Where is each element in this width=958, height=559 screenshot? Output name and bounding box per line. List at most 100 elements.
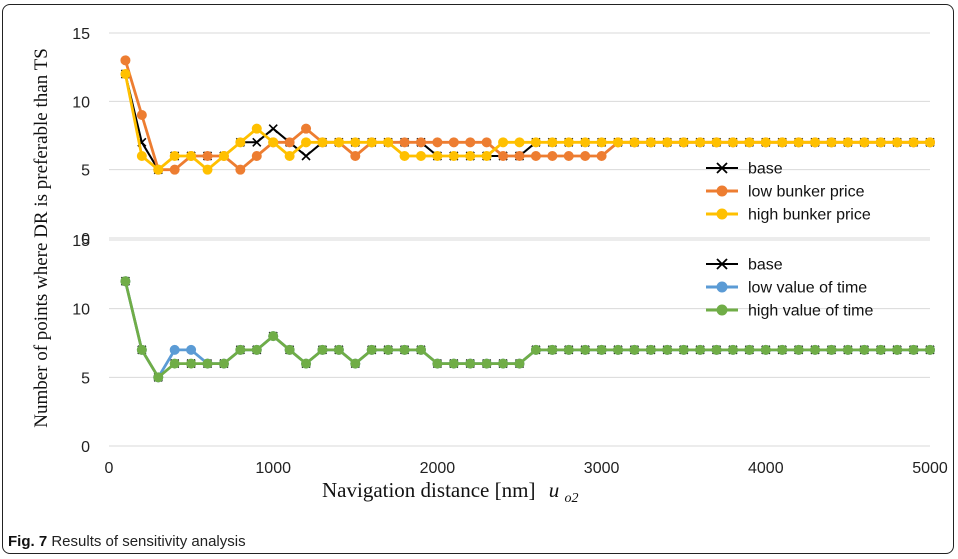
data-point-0-2-6 [218,151,229,161]
data-point-1-2-4 [186,358,197,369]
data-point-0-2-12 [317,137,328,148]
data-point-0-1-28 [580,151,591,161]
data-point-1-2-33 [662,344,673,355]
data-point-1-2-43 [826,344,837,355]
x-axis-symbol: u [549,478,560,502]
data-point-0-2-22 [481,151,492,161]
legend-marker-1-0 [716,258,728,270]
data-point-0-1-1 [136,110,147,120]
data-point-0-2-46 [875,137,886,148]
data-point-1-2-34 [678,344,689,355]
data-point-0-2-2 [153,164,164,175]
data-point-1-2-10 [284,344,295,355]
data-point-1-2-18 [415,344,426,355]
series-0-0 [120,69,935,175]
data-point-0-1-7 [235,164,246,175]
data-point-1-2-23 [498,358,509,369]
data-point-0-2-14 [350,137,361,148]
legend-entry-1-1: low value of time [706,280,867,297]
series-1-2 [120,276,935,383]
caption-label: Fig. 7 [8,533,48,550]
data-point-1-2-11 [301,358,312,369]
data-point-0-2-47 [892,137,903,148]
data-point-0-2-18 [415,151,426,161]
data-point-0-2-5 [202,164,213,175]
legend-entry-1-0: base [706,257,783,274]
data-point-0-1-22 [481,137,492,148]
data-point-1-2-45 [859,344,870,355]
data-point-1-2-37 [727,344,738,355]
data-point-1-2-32 [645,344,656,355]
data-point-1-2-21 [465,358,476,369]
y-tick-label-0-2: 10 [72,94,90,111]
data-point-0-2-35 [695,137,706,148]
legend-entry-0-2: high bunker price [706,207,871,224]
data-point-0-2-4 [186,151,197,161]
x-tick-label-2: 2000 [420,460,456,477]
series-0-1 [120,55,935,175]
data-point-0-2-49 [925,137,935,148]
data-point-0-2-17 [399,151,410,161]
data-point-0-0-9 [268,124,278,134]
data-point-0-1-14 [350,151,361,161]
x-tick-label-4: 4000 [748,460,784,477]
data-point-1-2-3 [169,358,180,369]
y-tick-label-0-3: 15 [72,26,90,43]
legend-marker-0-0 [716,162,728,174]
data-point-1-2-47 [892,344,903,355]
data-point-0-2-16 [383,137,394,148]
data-point-1-2-29 [596,344,607,355]
data-point-1-2-30 [613,344,624,355]
data-point-0-1-17 [399,137,410,148]
data-point-0-2-7 [235,137,246,148]
legend-label-0-1: low bunker price [748,184,865,201]
data-point-1-2-27 [563,344,574,355]
y-tick-label-1-0: 0 [81,439,90,456]
data-point-1-2-26 [547,344,558,355]
data-point-1-2-28 [580,344,591,355]
data-point-1-2-17 [399,344,410,355]
data-point-0-1-18 [415,137,426,148]
data-point-0-1-23 [498,151,509,161]
y-tick-label-1-2: 10 [72,302,90,319]
legend-label-1-2: high value of time [748,303,874,320]
data-point-1-2-0 [120,276,131,287]
data-point-0-1-19 [432,137,443,148]
data-point-1-2-31 [629,344,640,355]
data-point-0-1-3 [169,164,180,175]
data-point-0-2-21 [465,151,476,161]
data-point-0-2-24 [514,137,525,148]
data-point-0-2-29 [596,137,607,148]
data-point-1-2-16 [383,344,394,355]
data-point-0-2-8 [251,123,262,134]
y-tick-label-1-3: 15 [72,233,90,250]
data-point-0-2-15 [366,137,377,148]
data-point-0-2-20 [448,151,459,161]
data-point-1-1-4 [186,344,197,355]
data-point-1-2-39 [760,344,771,355]
data-point-0-2-1 [136,151,147,161]
data-point-0-2-45 [859,137,870,148]
series-line-0-1 [124,59,930,172]
data-point-0-1-8 [251,151,262,161]
data-point-0-2-11 [301,137,312,148]
data-point-1-2-7 [235,344,246,355]
data-point-0-1-20 [448,137,459,148]
data-point-0-1-25 [530,151,541,161]
data-point-0-2-40 [777,137,788,148]
data-point-1-2-42 [810,344,821,355]
data-point-1-2-24 [514,358,525,369]
data-point-0-2-34 [678,137,689,148]
legend-label-0-0: base [748,161,783,178]
data-point-0-1-29 [596,151,607,161]
data-point-1-2-9 [268,331,279,342]
data-point-0-2-36 [711,137,722,148]
data-point-1-2-14 [350,358,361,369]
data-point-0-2-3 [169,151,180,161]
data-point-0-2-0 [120,69,131,79]
data-point-0-2-38 [744,137,755,148]
data-point-1-2-2 [153,372,164,383]
data-point-0-1-27 [563,151,574,161]
data-point-1-2-38 [744,344,755,355]
